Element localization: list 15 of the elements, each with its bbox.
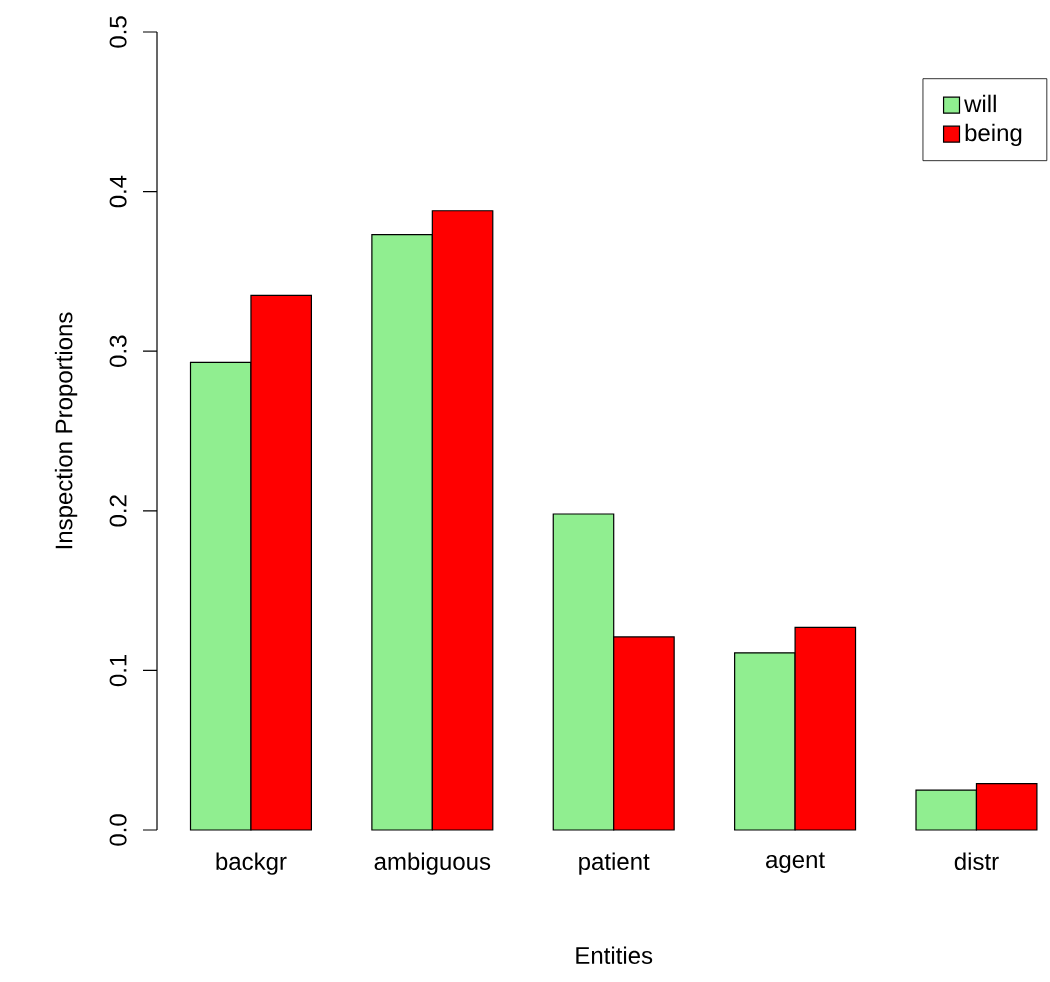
x-tick-label: ambiguous	[374, 852, 491, 875]
x-tick-label: agent	[766, 852, 825, 873]
y-tick-label: 0.1	[109, 654, 127, 687]
y-tick-label: 0.4	[109, 175, 127, 208]
y-tick-label: 0.2	[109, 495, 127, 527]
x-tick-label: distr	[954, 852, 999, 871]
legend-label: being	[965, 123, 1022, 147]
y-axis-title: Inspection Proportions	[54, 312, 78, 549]
x-tick-label: backgr	[216, 852, 287, 875]
legend-label: will	[964, 94, 996, 113]
x-axis-title: Entities	[576, 946, 653, 965]
y-tick-label: 0.0	[109, 814, 127, 846]
x-tick-label: patient	[579, 852, 650, 875]
y-tick-label: 0.3	[109, 335, 127, 367]
y-tick-label: 0.5	[109, 16, 127, 48]
